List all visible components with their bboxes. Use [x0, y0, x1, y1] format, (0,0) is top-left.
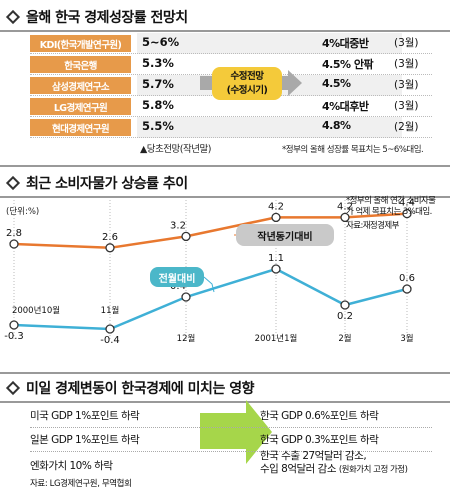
section2-title: 최근 소비자물가 상승률 추이 [5, 172, 188, 194]
impact-effect-note: (원화가치 고정 가정) [338, 465, 408, 475]
revision-time: (3월) [394, 58, 419, 70]
revision-label-box: 수정전망 (수정시기) [212, 67, 282, 100]
x-tick-label-0: 2000년10월 [12, 305, 60, 316]
yoy-value-label-4: 4.2 [337, 201, 353, 212]
revision-time: (3월) [394, 37, 419, 49]
previous-forecast: 5~6% [142, 35, 180, 49]
forecast-row: LG경제연구원 5.8% 4%대후반 (3월) [30, 96, 432, 117]
institution-label: 삼성경제연구소 [30, 77, 131, 94]
mom-value-label-3: 1.1 [268, 253, 284, 264]
section1-title-text: 올해 한국 경제성장률 전망치 [26, 10, 188, 26]
mom-value-label-5: 0.6 [399, 273, 415, 284]
yoy-point-1 [105, 243, 115, 253]
row-band [137, 33, 402, 54]
revision-label-line1: 수정전망 [230, 71, 264, 82]
mom-badge-pointer [203, 276, 215, 293]
mom-value-label-0: -0.3 [4, 331, 24, 342]
mom-point-4 [340, 300, 350, 310]
yoy-value-label-2: 3.2 [170, 220, 186, 231]
impact-effect-line2-wrap: 수입 8억달러 감소 (원화가치 고정 가정) [260, 463, 408, 477]
revision-time: (3월) [394, 79, 419, 91]
revised-forecast: 4.8% [322, 119, 351, 132]
section2-divider [0, 196, 450, 198]
institution-label: LG경제연구원 [30, 98, 131, 115]
impact-cause: 엔화가치 10% 하락 [30, 460, 113, 472]
revision-label-line2: (수정시기) [226, 85, 268, 96]
x-tick-label-1: 11월 [101, 305, 120, 316]
x-tick-label-4: 2월 [338, 333, 351, 344]
impact-row: 엔화가치 10% 하락 한국 수출 27억달러 감소, 수입 8억달러 감소 (… [30, 450, 432, 478]
revision-arrow-head-icon [288, 70, 302, 96]
diamond-bullet-icon [5, 380, 21, 396]
x-tick-label-5: 3월 [400, 333, 413, 344]
impact-effect-line1: 한국 수출 27억달러 감소, [260, 450, 367, 462]
impact-arrow-head-icon [246, 400, 272, 464]
impact-effect-line2: 수입 8억달러 감소 [260, 463, 336, 475]
mom-value-label-4: 0.2 [337, 311, 353, 322]
yoy-point-2 [181, 231, 191, 242]
revision-time: (3월) [394, 100, 419, 112]
diamond-bullet-icon [5, 9, 21, 25]
row-band [137, 117, 402, 138]
yoy-point-4 [340, 212, 350, 223]
revision-time: (2월) [394, 121, 419, 133]
previous-forecast: 5.7% [142, 77, 174, 91]
previous-forecast: 5.3% [142, 56, 174, 70]
section2-top-divider [0, 165, 450, 167]
impact-row: 미국 GDP 1%포인트 하락 한국 GDP 0.6%포인트 하락 [30, 404, 432, 428]
forecast-row: KDI(한국개발연구원) 5~6% 4%대중반 (3월) [30, 33, 432, 54]
chart-note-block: *정부의 올해 연간 소비자물가 억제 목표치는 3%대임. 자료:재정경제부 [346, 196, 436, 232]
section3-source: 자료: LG경제연구원, 무역협회 [30, 479, 132, 489]
mom-series-line [13, 267, 408, 331]
impact-row: 일본 GDP 1%포인트 하락 한국 GDP 0.3%포인트 하락 [30, 428, 432, 452]
revised-forecast: 4.5% 안팎 [322, 58, 374, 71]
yoy-value-label-0: 2.8 [6, 228, 22, 239]
section1-footnote: *정부의 올해 성장률 목표치는 5~6%대임. [282, 145, 424, 155]
section3-title-text: 미일 경제변동이 한국경제에 미치는 영향 [26, 381, 254, 397]
mom-point-2 [181, 292, 191, 302]
mom-series-badge: 전월대비 [150, 267, 204, 287]
impact-cause: 일본 GDP 1%포인트 하락 [30, 434, 140, 446]
x-tick-label-3: 2001년1월 [255, 333, 298, 344]
forecast-row: 현대경제연구원 5.5% 4.8% (2월) [30, 117, 432, 138]
institution-label: KDI(한국개발연구원) [30, 35, 131, 52]
revised-forecast: 4%대중반 [322, 37, 369, 50]
impact-effect: 한국 GDP 0.3%포인트 하락 [260, 434, 379, 446]
yoy-value-label-5: 4.4 [399, 198, 415, 209]
section3-divider [0, 401, 450, 403]
institution-label: 한국은행 [30, 56, 131, 73]
mom-point-1 [105, 324, 115, 334]
yoy-value-label-1: 2.6 [102, 232, 118, 243]
x-tick-label-2: 12월 [177, 333, 196, 344]
initial-forecast-label: ▲당초전망(작년말) [140, 144, 211, 155]
yoy-value-label-3: 4.2 [268, 201, 284, 212]
chart-title-text: 최근 소비자물가 상승률 추이 [26, 176, 188, 192]
institution-label: 현대경제연구원 [30, 119, 131, 136]
section3-top-divider [0, 372, 450, 374]
yoy-series-badge: 작년동기대비 [236, 224, 334, 246]
section1-title: 올해 한국 경제성장률 전망치 [5, 6, 188, 28]
yoy-point-3 [271, 212, 281, 223]
mom-value-label-1: -0.4 [100, 335, 120, 346]
chart-note: *정부의 올해 연간 소비자물가 억제 목표치는 3%대임. [346, 196, 436, 217]
yoy-point-0 [9, 239, 19, 249]
mom-point-0 [9, 320, 19, 330]
unit-label: (단위:%) [6, 206, 39, 217]
previous-forecast: 5.5% [142, 119, 174, 133]
previous-forecast: 5.8% [142, 98, 174, 112]
chart-source: 자료:재정경제부 [346, 221, 399, 231]
yoy-series-line [13, 212, 408, 250]
impact-effect-block: 한국 수출 27억달러 감소, 수입 8억달러 감소 (원화가치 고정 가정) [260, 450, 408, 477]
impact-cause: 미국 GDP 1%포인트 하락 [30, 410, 140, 422]
revised-forecast: 4%대후반 [322, 100, 369, 113]
mom-point-3 [271, 264, 281, 274]
revised-forecast: 4.5% [322, 77, 351, 90]
yoy-point-5 [402, 208, 412, 219]
impact-effect: 한국 GDP 0.6%포인트 하락 [260, 410, 379, 422]
impact-arrow-shaft [200, 413, 248, 449]
section1-divider [0, 30, 450, 32]
section3-title: 미일 경제변동이 한국경제에 미치는 영향 [5, 377, 254, 399]
mom-point-5 [402, 284, 412, 294]
